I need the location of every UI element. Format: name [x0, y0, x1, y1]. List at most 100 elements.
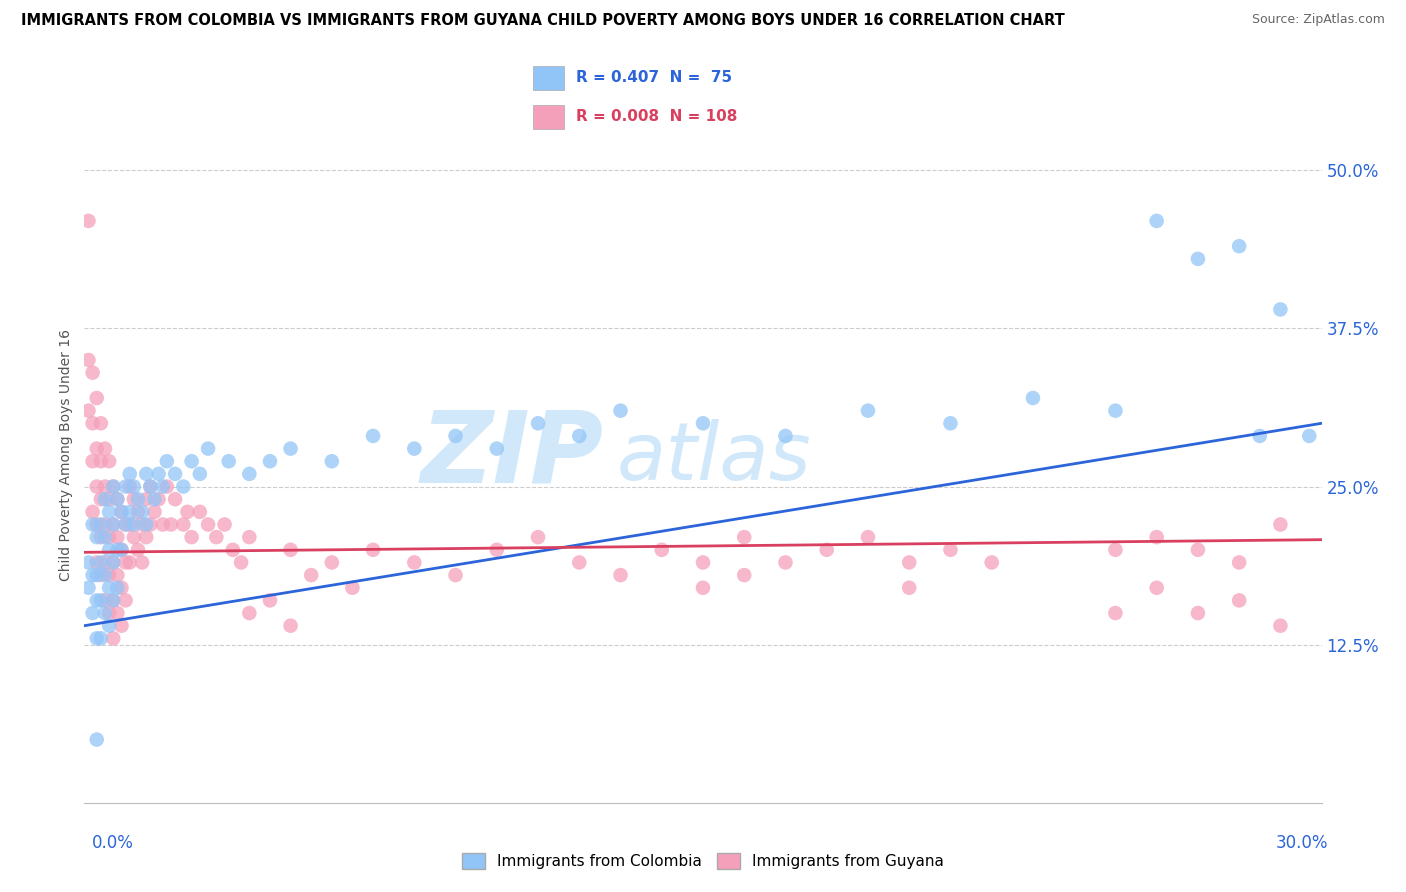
Point: [82, 366, 104, 380]
Point: [82, 454, 104, 468]
Bar: [533, 66, 564, 90]
Point: [342, 581, 364, 595]
Point: [1227, 556, 1250, 570]
Point: [1270, 302, 1292, 317]
Point: [110, 542, 132, 557]
Point: [135, 492, 157, 507]
Point: [86, 442, 108, 456]
Point: [118, 467, 141, 481]
Point: [259, 593, 281, 607]
Point: [139, 479, 162, 493]
Point: [103, 593, 125, 607]
Point: [139, 479, 162, 493]
Point: [775, 429, 797, 443]
Point: [939, 417, 962, 431]
Point: [105, 568, 128, 582]
Point: [135, 517, 157, 532]
Point: [197, 442, 219, 456]
Point: [180, 454, 202, 468]
Point: [90, 568, 112, 582]
Point: [114, 479, 136, 493]
Point: [1270, 618, 1292, 632]
Point: [122, 517, 145, 532]
Point: [98, 542, 121, 557]
Legend: Immigrants from Colombia, Immigrants from Guyana: Immigrants from Colombia, Immigrants fro…: [456, 847, 950, 875]
Point: [733, 530, 755, 544]
Point: [94, 568, 117, 582]
Point: [1249, 429, 1271, 443]
Point: [361, 542, 384, 557]
Point: [77, 353, 100, 368]
Point: [90, 417, 112, 431]
Point: [229, 556, 252, 570]
Point: [98, 530, 121, 544]
Point: [86, 556, 108, 570]
Point: [135, 530, 157, 544]
Text: 30.0%: 30.0%: [1277, 834, 1329, 852]
Text: ZIP: ZIP: [420, 407, 605, 503]
Point: [98, 568, 121, 582]
Point: [90, 492, 112, 507]
Point: [1146, 214, 1168, 228]
Point: [280, 442, 302, 456]
Point: [1227, 239, 1250, 253]
Point: [77, 581, 100, 595]
Point: [127, 505, 149, 519]
Point: [122, 492, 145, 507]
Point: [110, 505, 132, 519]
Point: [361, 429, 384, 443]
Point: [82, 505, 104, 519]
Point: [131, 505, 153, 519]
Point: [94, 479, 117, 493]
Text: 0.0%: 0.0%: [91, 834, 134, 852]
Point: [444, 568, 467, 582]
Text: IMMIGRANTS FROM COLOMBIA VS IMMIGRANTS FROM GUYANA CHILD POVERTY AMONG BOYS UNDE: IMMIGRANTS FROM COLOMBIA VS IMMIGRANTS F…: [21, 13, 1064, 29]
Point: [105, 492, 128, 507]
Point: [82, 568, 104, 582]
Point: [568, 556, 591, 570]
Point: [86, 391, 108, 405]
Point: [86, 479, 108, 493]
Point: [86, 732, 108, 747]
Point: [898, 581, 921, 595]
Point: [110, 542, 132, 557]
Point: [98, 618, 121, 632]
Point: [131, 556, 153, 570]
Point: [1187, 542, 1209, 557]
Point: [156, 479, 179, 493]
Point: [1227, 593, 1250, 607]
Point: [139, 517, 162, 532]
Point: [90, 556, 112, 570]
Point: [939, 542, 962, 557]
Point: [609, 403, 631, 417]
Point: [90, 454, 112, 468]
Point: [105, 606, 128, 620]
Point: [609, 568, 631, 582]
Point: [77, 403, 100, 417]
Point: [1146, 581, 1168, 595]
Point: [815, 542, 838, 557]
Point: [110, 618, 132, 632]
Point: [94, 556, 117, 570]
Point: [205, 530, 228, 544]
Point: [110, 505, 132, 519]
Point: [1146, 530, 1168, 544]
Point: [90, 517, 112, 532]
Point: [114, 517, 136, 532]
Point: [165, 467, 187, 481]
Y-axis label: Child Poverty Among Boys Under 16: Child Poverty Among Boys Under 16: [59, 329, 73, 581]
Point: [404, 442, 426, 456]
Point: [238, 530, 260, 544]
Point: [94, 530, 117, 544]
Point: [131, 517, 153, 532]
Point: [90, 632, 112, 646]
Point: [733, 568, 755, 582]
Point: [105, 530, 128, 544]
Point: [485, 542, 508, 557]
Point: [135, 467, 157, 481]
Point: [1187, 252, 1209, 266]
Point: [98, 505, 121, 519]
Point: [404, 556, 426, 570]
Point: [299, 568, 322, 582]
Point: [77, 214, 100, 228]
